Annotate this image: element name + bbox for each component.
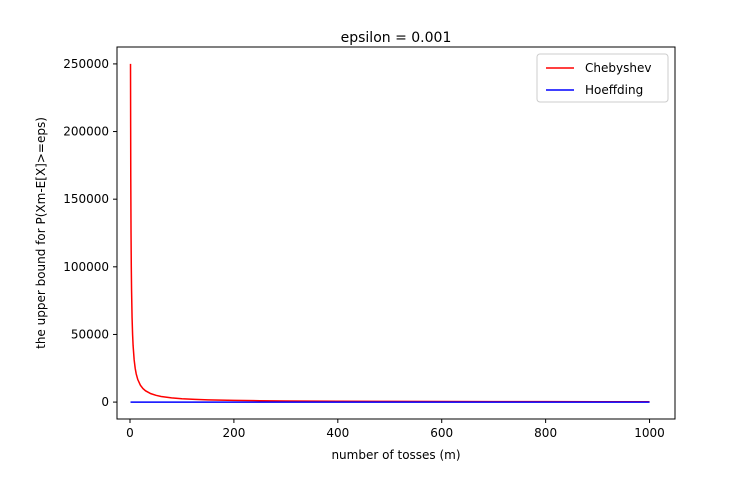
legend: Chebyshev Hoeffding [536,53,669,103]
y-axis-label: the upper bound for P(Xm-E[X]>=eps) [34,117,48,349]
y-tick-label: 0 [101,395,109,409]
y-tick-label: 50000 [71,327,109,341]
y-tick-label: 250000 [63,57,109,71]
x-tick-label: 800 [534,426,557,440]
x-tick-label: 1000 [634,426,665,440]
y-axis-ticks: 0 50000 100000 150000 200000 250000 [63,57,117,409]
x-tick-label: 200 [222,426,245,440]
legend-label-chebyshev: Chebyshev [585,61,651,75]
x-tick-label: 600 [430,426,453,440]
y-tick-label: 200000 [63,125,109,139]
plot-frame [116,46,676,420]
plot-area [116,46,676,420]
y-tick-label: 100000 [63,260,109,274]
x-tick-label: 400 [326,426,349,440]
series-layer [129,63,650,403]
y-tick-label: 150000 [63,192,109,206]
x-axis-label: number of tosses (m) [331,448,460,462]
series-line-chebyshev [129,63,650,403]
x-tick-label: 0 [126,426,134,440]
x-axis-ticks: 0 200 400 600 800 1000 [126,419,665,440]
chart-title: epsilon = 0.001 [341,30,452,46]
legend-label-hoeffding: Hoeffding [585,83,643,97]
